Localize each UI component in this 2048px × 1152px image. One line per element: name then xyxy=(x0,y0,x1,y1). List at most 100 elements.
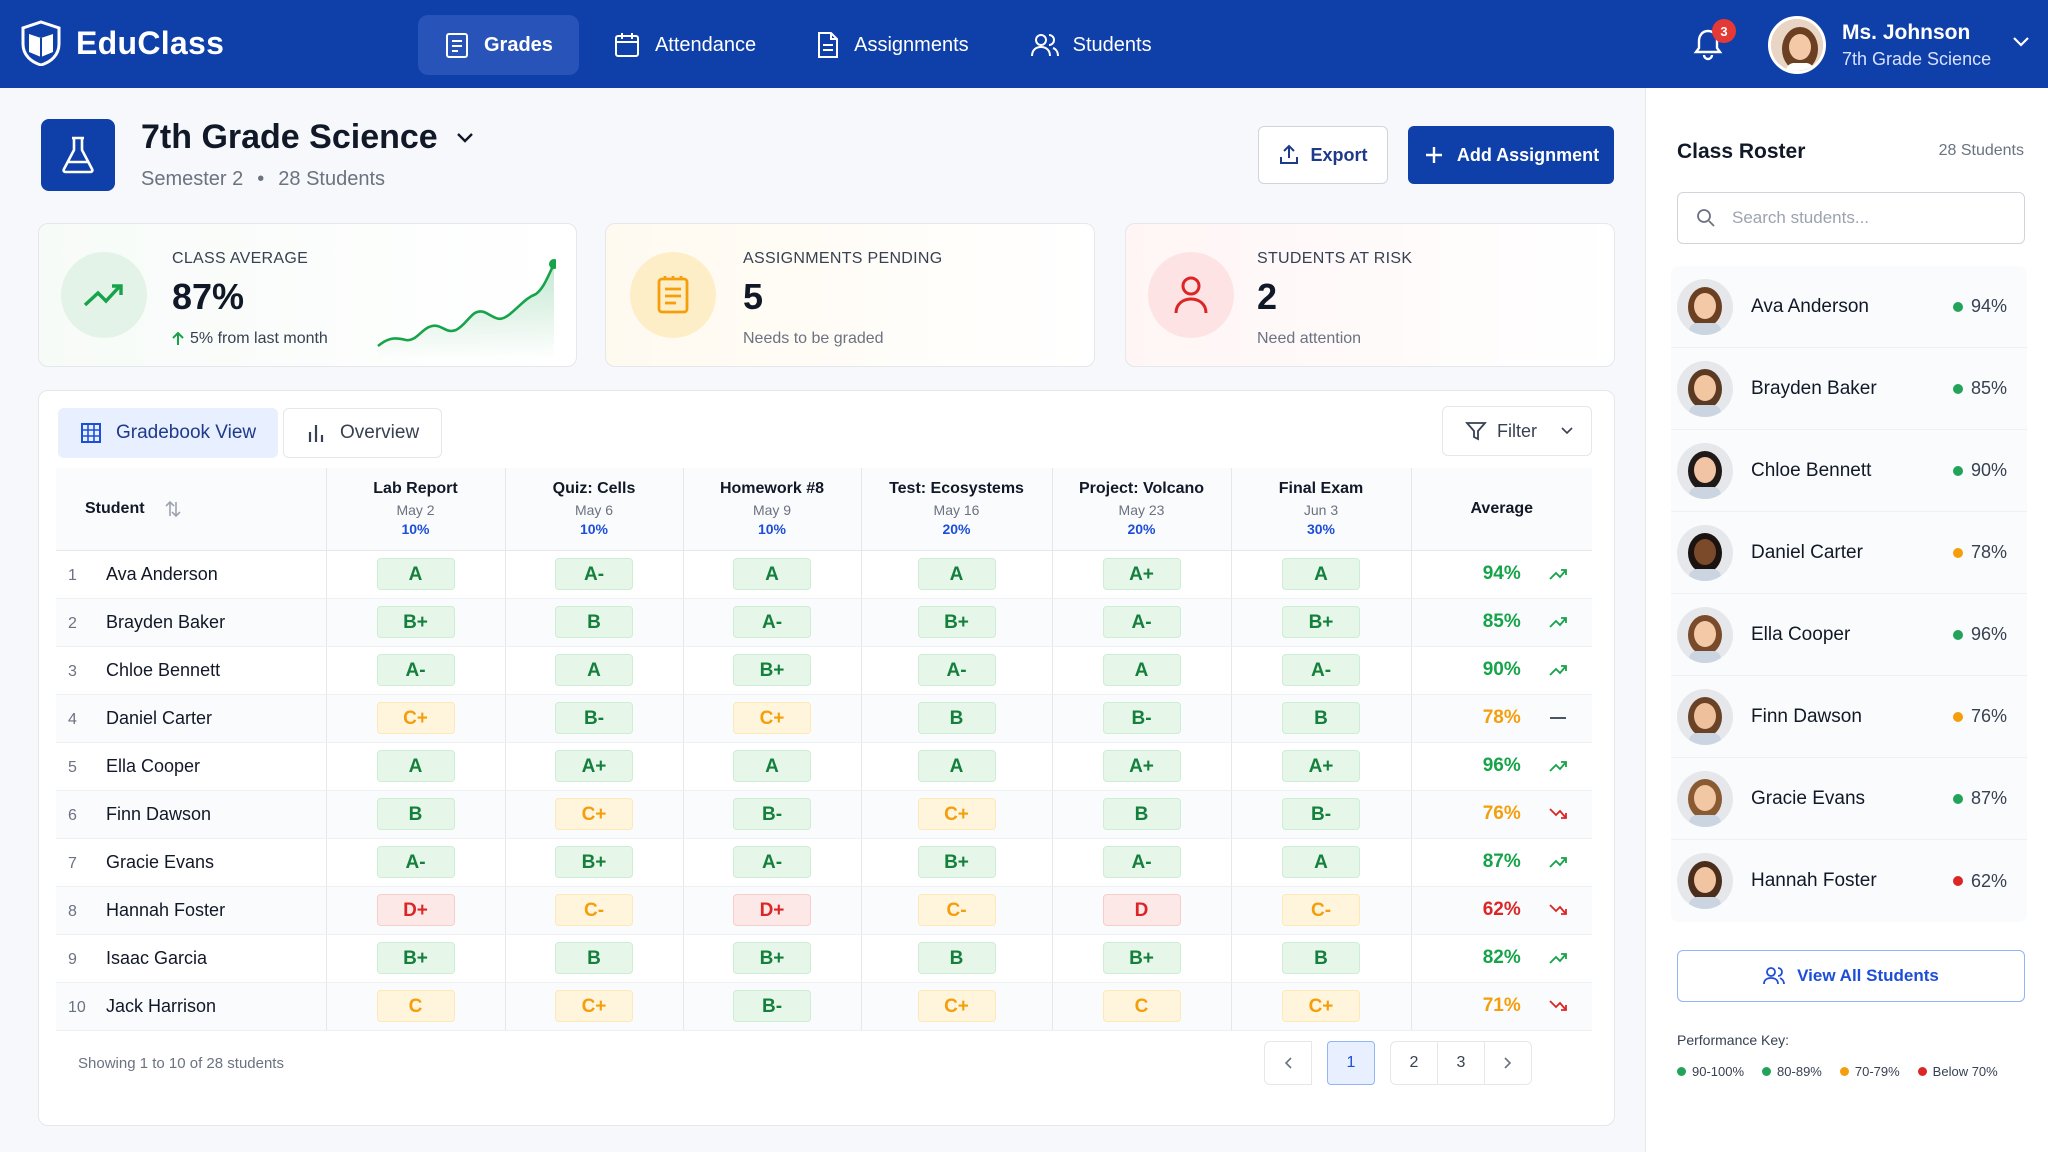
grade-cell[interactable]: B- xyxy=(1052,694,1232,743)
grade-cell[interactable]: C- xyxy=(861,886,1053,935)
roster-item[interactable]: Ella Cooper 96% xyxy=(1671,594,2027,676)
grade-cell[interactable]: C+ xyxy=(683,694,862,743)
grade-cell[interactable]: A xyxy=(683,742,862,791)
grade-cell[interactable]: A- xyxy=(1052,838,1232,887)
grade-cell[interactable]: C+ xyxy=(861,790,1053,839)
student-cell[interactable]: 6 Finn Dawson xyxy=(56,790,327,839)
filter-button[interactable]: Filter xyxy=(1442,406,1592,456)
grade-cell[interactable]: B xyxy=(1052,790,1232,839)
grade-cell[interactable]: D+ xyxy=(326,886,506,935)
grade-cell[interactable]: B xyxy=(1231,694,1412,743)
table-row[interactable]: 10 Jack Harrison C C+ B- C+ C C+ 71% xyxy=(56,982,1592,1031)
grade-cell[interactable]: B xyxy=(1231,934,1412,983)
grade-cell[interactable]: A+ xyxy=(505,742,684,791)
roster-item[interactable]: Ava Anderson 94% xyxy=(1671,266,2027,348)
grade-cell[interactable]: A- xyxy=(861,646,1053,695)
grade-cell[interactable]: C+ xyxy=(861,982,1053,1031)
assignment-column-header[interactable]: Homework #8 May 9 10% xyxy=(683,468,862,551)
view-all-students-button[interactable]: View All Students xyxy=(1677,950,2025,1002)
grade-cell[interactable]: B- xyxy=(1231,790,1412,839)
tab-gradebook-view[interactable]: Gradebook View xyxy=(58,408,279,458)
grade-cell[interactable]: D xyxy=(1052,886,1232,935)
page-title[interactable]: 7th Grade Science xyxy=(141,118,474,157)
grade-cell[interactable]: C+ xyxy=(326,694,506,743)
grade-cell[interactable]: A xyxy=(1052,646,1232,695)
export-button[interactable]: Export xyxy=(1258,126,1388,184)
page-button-2[interactable]: 2 xyxy=(1390,1041,1438,1085)
grade-cell[interactable]: A- xyxy=(1052,598,1232,647)
brand[interactable]: EduClass xyxy=(20,20,224,66)
grade-cell[interactable]: A xyxy=(1231,838,1412,887)
table-row[interactable]: 7 Gracie Evans A- B+ A- B+ A- A 87% xyxy=(56,838,1592,887)
page-button-3[interactable]: 3 xyxy=(1437,1041,1485,1085)
grade-cell[interactable]: B- xyxy=(505,694,684,743)
student-cell[interactable]: 8 Hannah Foster xyxy=(56,886,327,935)
grade-cell[interactable]: A- xyxy=(1231,646,1412,695)
student-cell[interactable]: 4 Daniel Carter xyxy=(56,694,327,743)
table-row[interactable]: 3 Chloe Bennett A- A B+ A- A A- 90% xyxy=(56,646,1592,695)
add-assignment-button[interactable]: Add Assignment xyxy=(1408,126,1614,184)
student-cell[interactable]: 3 Chloe Bennett xyxy=(56,646,327,695)
prev-page-button[interactable] xyxy=(1264,1041,1312,1085)
grade-cell[interactable]: A- xyxy=(683,598,862,647)
grade-cell[interactable]: A+ xyxy=(1052,550,1232,599)
grade-cell[interactable]: A xyxy=(683,550,862,599)
table-row[interactable]: 5 Ella Cooper A A+ A A A+ A+ 96% xyxy=(56,742,1592,791)
grade-cell[interactable]: A- xyxy=(505,550,684,599)
next-page-button[interactable] xyxy=(1484,1041,1532,1085)
nav-assignments[interactable]: Assignments xyxy=(790,15,995,75)
student-cell[interactable]: 5 Ella Cooper xyxy=(56,742,327,791)
table-row[interactable]: 1 Ava Anderson A A- A A A+ A 94% xyxy=(56,550,1592,599)
grade-cell[interactable]: B+ xyxy=(1052,934,1232,983)
grade-cell[interactable]: A xyxy=(326,550,506,599)
student-cell[interactable]: 2 Brayden Baker xyxy=(56,598,327,647)
table-row[interactable]: 9 Isaac Garcia B+ B B+ B B+ B 82% xyxy=(56,934,1592,983)
grade-cell[interactable]: B xyxy=(505,598,684,647)
assignment-column-header[interactable]: Final Exam Jun 3 30% xyxy=(1231,468,1412,551)
grade-cell[interactable]: A xyxy=(861,550,1053,599)
chevron-down-icon[interactable] xyxy=(2012,36,2030,48)
grade-cell[interactable]: B+ xyxy=(1231,598,1412,647)
grade-cell[interactable]: C+ xyxy=(505,790,684,839)
tab-overview[interactable]: Overview xyxy=(283,408,443,458)
roster-item[interactable]: Chloe Bennett 90% xyxy=(1671,430,2027,512)
user-menu[interactable]: Ms. Johnson 7th Grade Science xyxy=(1768,16,1991,74)
grade-cell[interactable]: B+ xyxy=(683,646,862,695)
roster-item[interactable]: Hannah Foster 62% xyxy=(1671,840,2027,922)
grade-cell[interactable]: A+ xyxy=(1231,742,1412,791)
table-row[interactable]: 2 Brayden Baker B+ B A- B+ A- B+ 85% xyxy=(56,598,1592,647)
grade-cell[interactable]: A xyxy=(505,646,684,695)
student-cell[interactable]: 7 Gracie Evans xyxy=(56,838,327,887)
nav-grades[interactable]: Grades xyxy=(418,15,579,75)
grade-cell[interactable]: B xyxy=(861,934,1053,983)
grade-cell[interactable]: A- xyxy=(326,838,506,887)
table-row[interactable]: 4 Daniel Carter C+ B- C+ B B- B 78% xyxy=(56,694,1592,743)
student-cell[interactable]: 10 Jack Harrison xyxy=(56,982,327,1031)
grade-cell[interactable]: D+ xyxy=(683,886,862,935)
grade-cell[interactable]: A- xyxy=(683,838,862,887)
grade-cell[interactable]: A+ xyxy=(1052,742,1232,791)
assignment-column-header[interactable]: Project: Volcano May 23 20% xyxy=(1052,468,1232,551)
search-input[interactable]: Search students... xyxy=(1677,192,2025,244)
grade-cell[interactable]: A xyxy=(861,742,1053,791)
grade-cell[interactable]: A- xyxy=(326,646,506,695)
student-cell[interactable]: 1 Ava Anderson xyxy=(56,550,327,599)
grade-cell[interactable]: C+ xyxy=(505,982,684,1031)
average-column-header[interactable]: Average xyxy=(1411,468,1592,551)
grade-cell[interactable]: B xyxy=(505,934,684,983)
grade-cell[interactable]: B- xyxy=(683,790,862,839)
roster-item[interactable]: Finn Dawson 76% xyxy=(1671,676,2027,758)
table-row[interactable]: 6 Finn Dawson B C+ B- C+ B B- 76% xyxy=(56,790,1592,839)
nav-students[interactable]: Students xyxy=(1003,15,1178,75)
grade-cell[interactable]: B+ xyxy=(683,934,862,983)
grade-cell[interactable]: B+ xyxy=(326,934,506,983)
grade-cell[interactable]: B xyxy=(861,694,1053,743)
grade-cell[interactable]: B+ xyxy=(861,838,1053,887)
sort-icon[interactable] xyxy=(165,500,181,518)
roster-item[interactable]: Gracie Evans 87% xyxy=(1671,758,2027,840)
grade-cell[interactable]: A xyxy=(326,742,506,791)
grade-cell[interactable]: C xyxy=(326,982,506,1031)
grade-cell[interactable]: B+ xyxy=(861,598,1053,647)
student-column-header[interactable]: Student xyxy=(56,468,327,551)
grade-cell[interactable]: B xyxy=(326,790,506,839)
